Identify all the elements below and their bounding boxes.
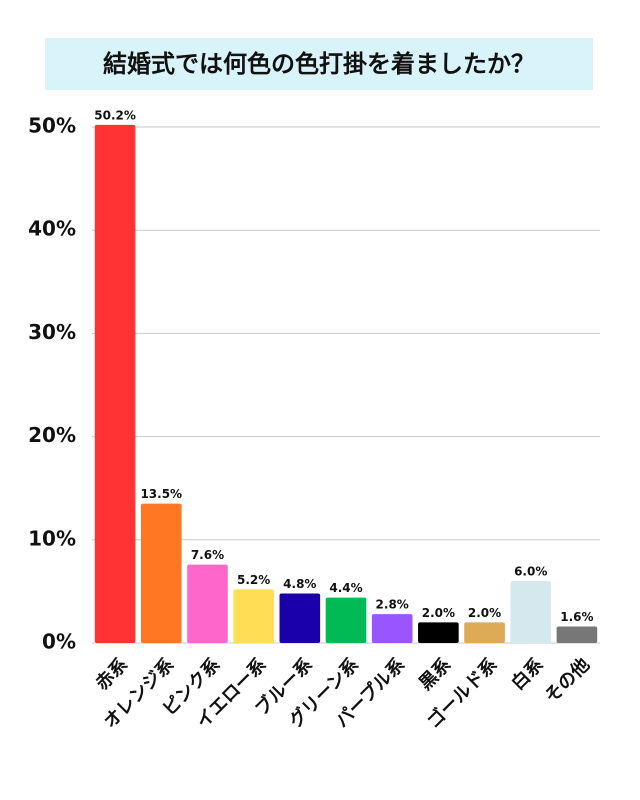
value-label: 2.0%: [422, 606, 455, 620]
y-tick-label: 50%: [28, 114, 76, 138]
y-tick-label: 0%: [42, 630, 76, 654]
value-label: 2.8%: [376, 598, 409, 612]
bar: [94, 124, 136, 644]
bar: [510, 581, 552, 643]
bar: [187, 564, 228, 643]
title-box: [45, 38, 593, 90]
y-tick-label: 40%: [28, 217, 76, 241]
bar: [556, 626, 598, 643]
x-tick-label: 黒系: [415, 654, 455, 694]
bar: [140, 503, 182, 643]
x-tick-label: 白系: [507, 654, 548, 695]
chart-title: 結婚式では何色の色打掛を着ましたか？: [103, 50, 535, 78]
value-label: 2.0%: [468, 606, 501, 620]
value-label: 6.0%: [514, 565, 547, 579]
value-label: 1.6%: [560, 610, 593, 624]
bar: [325, 597, 367, 643]
value-label: 4.8%: [283, 577, 316, 591]
bar: [464, 622, 505, 643]
bar: [233, 589, 274, 643]
value-label: 7.6%: [191, 548, 224, 562]
x-tick-label: 赤系: [92, 654, 132, 694]
y-tick-label: 30%: [28, 320, 76, 344]
bar: [371, 614, 413, 643]
value-label: 50.2%: [94, 108, 136, 122]
value-label: 13.5%: [140, 487, 182, 501]
bar: [279, 593, 321, 643]
x-tick-label: その他: [540, 654, 594, 708]
bar: [418, 622, 459, 643]
y-tick-label: 20%: [28, 423, 76, 447]
value-label: 4.4%: [329, 581, 362, 595]
value-label: 5.2%: [237, 573, 270, 587]
y-tick-label: 10%: [28, 526, 76, 550]
